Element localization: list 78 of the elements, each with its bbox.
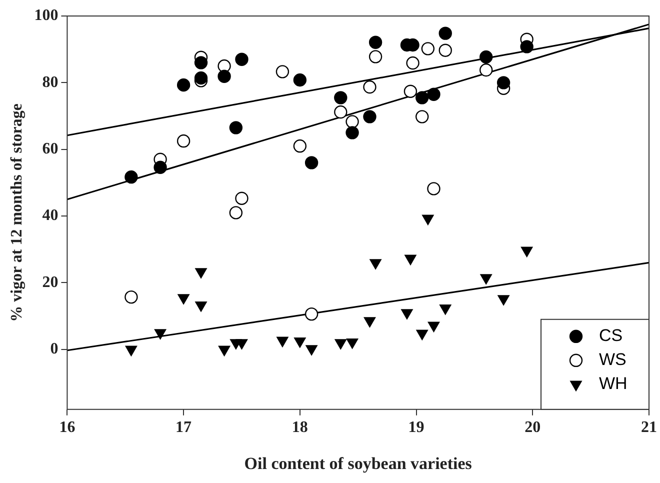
point xyxy=(276,65,290,78)
y-tick-label: 80 xyxy=(42,74,58,91)
point xyxy=(125,346,137,356)
point xyxy=(368,50,382,64)
legend-label: CS xyxy=(599,326,623,346)
point xyxy=(304,307,318,321)
y-tick-label: 40 xyxy=(42,207,58,224)
point xyxy=(229,121,243,134)
legend-label: WH xyxy=(599,374,628,394)
point xyxy=(480,274,492,284)
point xyxy=(363,80,376,94)
point xyxy=(176,78,190,92)
point xyxy=(416,110,429,124)
point xyxy=(368,36,382,49)
point xyxy=(334,339,346,350)
point xyxy=(479,63,493,77)
point xyxy=(194,71,208,85)
point xyxy=(346,126,359,140)
point xyxy=(346,338,358,349)
point xyxy=(218,346,230,356)
point xyxy=(293,139,307,153)
point xyxy=(294,337,306,348)
point xyxy=(428,322,440,332)
point xyxy=(236,339,248,350)
point xyxy=(416,91,429,104)
point xyxy=(438,26,452,40)
point xyxy=(346,115,359,128)
point xyxy=(229,206,243,220)
point xyxy=(496,76,510,90)
point xyxy=(124,290,138,304)
x-tick-label: 20 xyxy=(524,419,541,436)
point xyxy=(440,304,452,315)
point xyxy=(334,105,348,119)
point xyxy=(293,73,307,87)
point xyxy=(195,268,207,278)
point xyxy=(364,317,376,328)
point xyxy=(235,52,248,66)
point xyxy=(154,329,166,340)
y-axis-title: % vigor at 12 months of storage xyxy=(8,104,26,322)
point xyxy=(422,214,434,225)
point xyxy=(438,44,452,57)
point xyxy=(406,56,420,70)
point xyxy=(235,192,248,205)
x-axis-title: Oil content of soybean varieties xyxy=(244,454,472,474)
y-tick-label: 20 xyxy=(42,274,58,291)
point xyxy=(404,84,418,98)
point xyxy=(401,309,413,320)
point xyxy=(427,88,440,101)
point xyxy=(363,110,376,124)
y-tick-label: 0 xyxy=(50,340,58,358)
point xyxy=(178,294,190,304)
point xyxy=(334,91,348,104)
point xyxy=(306,345,318,356)
point xyxy=(218,70,231,83)
x-tick-label: 19 xyxy=(408,419,424,436)
x-tick-label: 16 xyxy=(59,419,76,436)
x-tick-label: 21 xyxy=(641,419,657,436)
point xyxy=(176,134,190,148)
point xyxy=(370,259,382,270)
point xyxy=(404,254,416,265)
point xyxy=(421,42,435,56)
x-tick-label: 18 xyxy=(292,419,308,436)
y-tick-label: 60 xyxy=(42,140,58,158)
point xyxy=(124,170,138,184)
point xyxy=(521,246,533,257)
point xyxy=(416,330,428,340)
point xyxy=(427,182,440,196)
legend-label: WS xyxy=(599,350,626,370)
y-tick-label: 100 xyxy=(34,7,58,24)
point xyxy=(498,295,510,306)
point xyxy=(520,40,534,54)
point xyxy=(154,160,167,174)
point xyxy=(276,336,288,347)
point xyxy=(304,156,318,170)
x-tick-label: 17 xyxy=(176,419,192,436)
point xyxy=(195,301,207,312)
point xyxy=(479,50,493,64)
point xyxy=(194,56,208,70)
